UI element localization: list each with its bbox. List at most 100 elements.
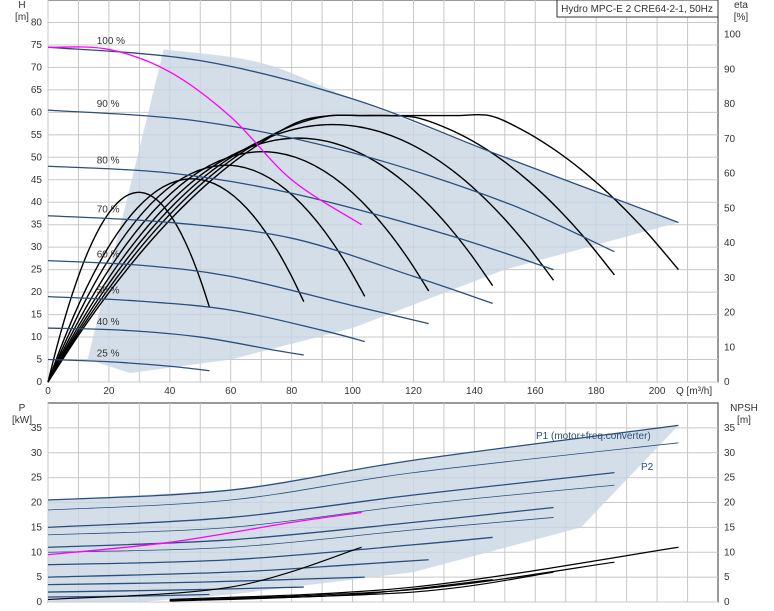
system-curve — [47, 46, 363, 226]
bottom-operating-area-fill — [48, 425, 679, 602]
npsh-tick-label: 20 — [724, 498, 736, 509]
speed-curve — [47, 295, 365, 343]
y-right-tick-label: 20 — [724, 308, 736, 319]
x-tick-label: 20 — [103, 386, 115, 397]
efficiency-curve — [47, 164, 366, 383]
y-left-tick-label: 75 — [31, 40, 43, 51]
title-box — [556, 0, 719, 18]
efficiency-curve — [47, 150, 430, 383]
x-tick-label: 180 — [588, 386, 605, 397]
y-left-tick-label: 70 — [31, 62, 43, 73]
x-tick-label: 40 — [164, 386, 176, 397]
speed-curve — [47, 327, 304, 356]
efficiency-curves — [47, 113, 679, 383]
npsh-curve — [47, 546, 362, 601]
p-tick-label: 25 — [31, 473, 43, 484]
npsh-curve — [169, 579, 493, 602]
x-axis-label: Q [m³/h] — [676, 386, 712, 397]
y-right-tick-label: 90 — [724, 64, 736, 75]
speed-curve — [47, 46, 679, 224]
y-left-tick-label: 55 — [31, 130, 43, 141]
speed-curve-label: 80 % — [97, 155, 120, 166]
p1-curve — [47, 576, 365, 586]
p-tick-label: 5 — [36, 572, 42, 583]
bottom-axis-ticks: 0 5 10 15 20 25 30 35 0 5 10 15 20 25 30 35 — [31, 423, 736, 608]
y-left-tick-label: 60 — [31, 107, 43, 118]
speed-curve — [47, 165, 554, 271]
p1-curve — [47, 559, 429, 578]
speed-curve-label: 100 % — [97, 36, 125, 47]
efficiency-curve — [47, 123, 555, 383]
speed-curve — [47, 109, 615, 253]
operating-area-fill — [87, 49, 679, 374]
y-left-tick-label: 80 — [31, 17, 43, 28]
p1-curve — [47, 586, 304, 593]
speed-curve — [47, 215, 493, 304]
p1-curve — [47, 424, 679, 501]
head-speed-curves — [47, 46, 679, 372]
p-tick-label: 30 — [31, 448, 43, 459]
p2-curve — [47, 517, 554, 553]
y-right-tick-label: 100 — [724, 30, 741, 41]
speed-curve — [47, 260, 429, 325]
y-right-tick-label: 60 — [724, 169, 736, 180]
speed-curve-label: 40 % — [97, 317, 120, 328]
x-tick-label: 140 — [466, 386, 483, 397]
npsh-tick-label: 25 — [724, 473, 736, 484]
x-tick-label: 160 — [527, 386, 544, 397]
y-left-tick-label: 0 — [36, 377, 42, 388]
y-left-tick-label: 5 — [36, 355, 42, 366]
y-left-tick-label: 35 — [31, 220, 43, 231]
npsh-unit: [m] — [737, 415, 751, 426]
p1-curve — [47, 472, 615, 529]
speed-curve-label: 25 % — [97, 349, 120, 360]
y-right-tick-label: 70 — [724, 134, 736, 145]
efficiency-curve — [47, 137, 494, 383]
efficiency-curve — [47, 178, 305, 383]
y-right-tick-label: 0 — [724, 377, 730, 388]
p-tick-label: 35 — [31, 423, 43, 434]
top-axis-ticks: 0 20 40 60 80 100 120 140 160 180 2000510152025303… — [31, 17, 741, 397]
y-right-label: eta — [734, 0, 748, 11]
y-left-tick-label: 10 — [31, 332, 43, 343]
y-left-unit: [m] — [15, 12, 29, 23]
p-tick-label: 15 — [31, 522, 43, 533]
p2-curve — [47, 484, 615, 536]
p-tick-label: 10 — [31, 547, 43, 558]
y-left-tick-label: 25 — [31, 265, 43, 276]
x-tick-label: 100 — [344, 386, 361, 397]
npsh-tick-label: 35 — [724, 423, 736, 434]
npsh-label: NPSH — [730, 403, 758, 414]
x-tick-label: 200 — [649, 386, 666, 397]
chart-title: Hydro MPC-E 2 CRE64-2-1, 50Hz — [561, 4, 713, 15]
y-right-unit: [%] — [734, 12, 749, 23]
y-right-tick-label: 30 — [724, 273, 736, 284]
power-system-curve — [47, 511, 362, 556]
power-npsh-panel: 0 5 10 15 20 25 30 35 0 5 10 15 20 25 30 35 P [kW] NPSH… — [12, 402, 758, 608]
y-right-tick-label: 80 — [724, 99, 736, 110]
head-efficiency-panel: 100 % 90 % 80 % 70 % 60 % 50 % 40 % 25 % 0 20 40 6… — [15, 0, 748, 397]
p-label: P — [19, 403, 26, 414]
y-right-tick-label: 40 — [724, 238, 736, 249]
p1-legend-label: P1 (motor+freq.converter) — [536, 431, 651, 442]
y-left-tick-label: 20 — [31, 287, 43, 298]
npsh-curve — [169, 546, 679, 601]
p2-legend-label: P2 — [641, 462, 654, 473]
y-left-tick-label: 65 — [31, 85, 43, 96]
x-tick-label: 0 — [45, 386, 51, 397]
speed-labels: 100 % 90 % 80 % 70 % 60 % 50 % 40 % 25 % — [97, 36, 125, 359]
speed-curve-label: 60 % — [97, 250, 120, 261]
y-left-tick-label: 30 — [31, 242, 43, 253]
x-tick-label: 80 — [286, 386, 298, 397]
speed-curve — [47, 358, 210, 372]
y-left-tick-label: 15 — [31, 310, 43, 321]
x-tick-label: 120 — [405, 386, 422, 397]
y-right-tick-label: 50 — [724, 203, 736, 214]
p1-curve — [47, 536, 493, 566]
speed-curve-label: 70 % — [97, 205, 120, 216]
p-unit: [kW] — [12, 415, 32, 426]
y-right-tick-label: 10 — [724, 342, 736, 353]
npsh-curves — [47, 546, 679, 602]
npsh-tick-label: 10 — [724, 547, 736, 558]
